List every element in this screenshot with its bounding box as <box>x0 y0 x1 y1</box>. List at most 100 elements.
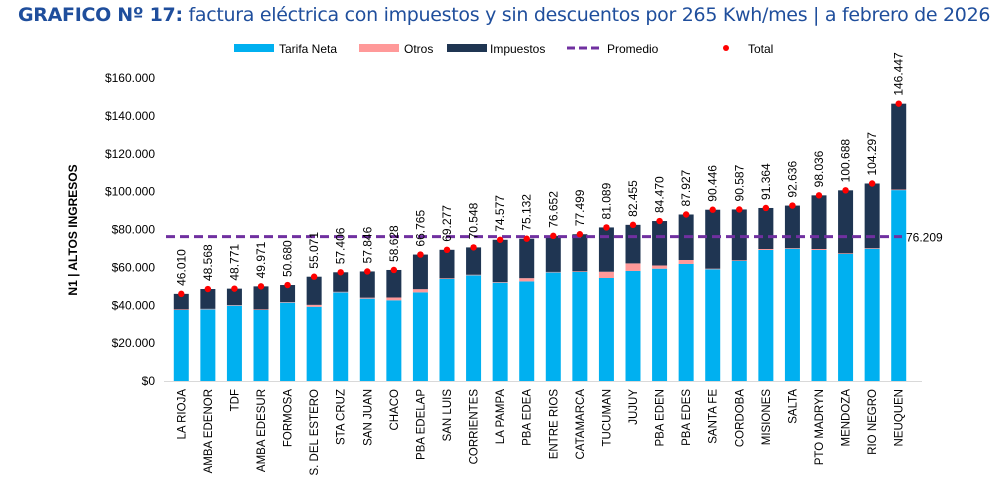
bar-segment-tarifa-neta <box>412 292 428 381</box>
chart-title-text: factura eléctrica con impuestos y sin de… <box>182 4 991 26</box>
data-label: 48.568 <box>201 244 215 281</box>
bar-segment-impuestos <box>545 235 561 272</box>
bar-segment-otros <box>359 297 375 299</box>
bar-segment-otros <box>678 259 694 264</box>
bar-segment-impuestos <box>359 271 375 298</box>
bar-segment-tarifa-neta <box>572 271 588 381</box>
bar-segment-tarifa-neta <box>731 260 747 381</box>
legend-label-total: Total <box>748 42 773 56</box>
bar-segment-impuestos <box>572 234 588 272</box>
bar-segment-otros <box>838 253 854 254</box>
bar-segment-impuestos <box>731 209 747 261</box>
data-label: 55.071 <box>307 232 321 269</box>
data-label: 87.927 <box>679 169 693 206</box>
y-tick-label: $40.000 <box>112 298 156 312</box>
x-tick-label: ENTRE RIOS <box>548 389 560 460</box>
legend-swatch-impuestos <box>447 44 487 52</box>
bar-segment-tarifa-neta <box>864 248 880 381</box>
bar-segment-otros <box>784 248 800 249</box>
x-tick-label: STA CRUZ <box>336 389 348 445</box>
promedio-line-group: 76.209 <box>166 231 943 245</box>
total-marker <box>629 221 637 229</box>
bar-segment-impuestos <box>439 249 455 279</box>
total-marker <box>550 232 557 240</box>
total-marker <box>895 100 902 107</box>
data-label: 81.089 <box>599 182 613 219</box>
legend-label-otros: Otros <box>404 42 433 56</box>
y-axis: $0 $20.000 $40.000 $60.000 $80.000 $100.000 $1… <box>105 71 155 388</box>
total-marker <box>337 269 344 276</box>
y-tick-label: $140.000 <box>105 109 155 123</box>
bar-segment-otros <box>466 274 482 276</box>
x-tick-label: TDF <box>229 389 241 411</box>
bar-segment-tarifa-neta <box>891 190 907 381</box>
total-markers <box>178 100 902 298</box>
x-tick-label: PBA EDELAP <box>415 389 427 460</box>
bar-segment-otros <box>652 265 668 269</box>
legend: Tarifa Neta Otros Impuestos Promedio Tot… <box>234 42 773 56</box>
bar-segment-tarifa-neta <box>333 292 349 381</box>
legend-swatch-tarifa-neta <box>234 44 274 52</box>
bar-segment-impuestos <box>705 209 721 269</box>
bar-segment-impuestos <box>280 285 296 303</box>
data-label: 70.548 <box>467 202 481 239</box>
bar-segment-otros <box>572 271 588 272</box>
x-tick-label: RIO NEGRO <box>867 389 879 455</box>
bar-segment-tarifa-neta <box>492 282 508 381</box>
total-marker <box>603 224 610 231</box>
bar-segment-tarifa-neta <box>758 249 774 381</box>
data-label: 49.971 <box>254 241 268 278</box>
x-tick-label: SAN JUAN <box>362 389 374 446</box>
bar-segment-otros <box>758 249 774 250</box>
total-marker <box>656 217 663 225</box>
x-tick-label: CORRIENTES <box>469 389 481 465</box>
data-label: 104.297 <box>865 132 879 176</box>
bar-segment-impuestos <box>306 276 322 305</box>
data-label: 57.846 <box>360 226 374 263</box>
bars <box>173 103 907 381</box>
x-tick-label: AMBA EDENOR <box>203 389 215 473</box>
bar-segment-tarifa-neta <box>173 309 189 381</box>
data-label: 90.446 <box>706 165 720 202</box>
data-label: 69.277 <box>440 205 454 242</box>
x-tick-label: AMBA EDESUR <box>256 389 268 472</box>
bar-segment-tarifa-neta <box>838 253 854 381</box>
total-marker <box>868 180 876 187</box>
y-tick-label: $100.000 <box>105 185 155 199</box>
data-label: 91.364 <box>759 163 773 200</box>
data-label: 46.010 <box>174 249 188 286</box>
chart-title: GRAFICO Nº 17: factura eléctrica con imp… <box>18 4 990 26</box>
bar-segment-otros <box>598 271 614 278</box>
bar-segment-tarifa-neta <box>811 249 827 381</box>
data-label: 90.587 <box>732 164 746 201</box>
x-axis-labels: LA RIOJA AMBA EDENOR TDF AMBA EDESUR FORMOSA… <box>176 389 905 476</box>
data-label: 82.455 <box>626 180 640 217</box>
total-marker <box>364 268 371 275</box>
bar-segment-tarifa-neta <box>545 272 561 381</box>
x-tick-label: LA PAMPA <box>495 389 507 445</box>
bar-segment-impuestos <box>226 288 242 306</box>
bar-segment-tarifa-neta <box>200 309 216 381</box>
data-label: 58.628 <box>387 225 401 262</box>
data-label: 84.470 <box>653 176 667 213</box>
bar-segment-otros <box>173 309 189 310</box>
data-label: 92.636 <box>785 161 799 198</box>
x-tick-label: CORDOBA <box>734 389 746 447</box>
total-marker <box>443 246 451 254</box>
bar-segment-impuestos <box>492 239 508 283</box>
bar-segment-tarifa-neta <box>359 298 375 381</box>
y-tick-label: $60.000 <box>112 260 156 274</box>
bar-segment-tarifa-neta <box>678 263 694 381</box>
bar-segment-impuestos <box>891 103 907 190</box>
x-tick-label: NEUQUEN <box>894 389 906 447</box>
y-axis-title: N1 | ALTOS INGRESOS <box>66 164 80 295</box>
bar-segment-impuestos <box>519 238 535 279</box>
bar-segment-otros <box>226 305 242 306</box>
y-tick-label: $20.000 <box>112 336 156 350</box>
total-marker <box>842 187 849 194</box>
bar-segment-tarifa-neta <box>253 309 269 381</box>
chart-title-bold: GRAFICO Nº 17: <box>18 4 183 26</box>
total-marker <box>576 231 584 238</box>
bar-segment-otros <box>412 289 428 293</box>
x-tick-label: PBA EDEA <box>522 389 534 446</box>
